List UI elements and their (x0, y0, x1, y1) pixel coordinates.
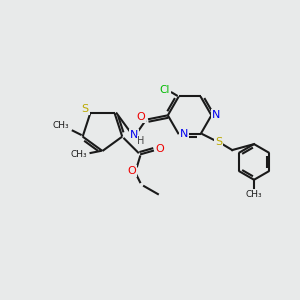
Text: S: S (215, 137, 222, 147)
Text: O: O (155, 145, 164, 154)
Text: S: S (82, 104, 89, 114)
Text: O: O (128, 166, 136, 176)
Text: CH₃: CH₃ (52, 121, 69, 130)
Text: N: N (212, 110, 220, 120)
Text: CH₃: CH₃ (70, 151, 87, 160)
Text: CH₃: CH₃ (246, 190, 262, 199)
Text: Cl: Cl (160, 85, 170, 94)
Text: N: N (179, 129, 188, 139)
Text: H: H (137, 136, 145, 146)
Text: O: O (137, 112, 146, 122)
Text: N: N (130, 130, 138, 140)
